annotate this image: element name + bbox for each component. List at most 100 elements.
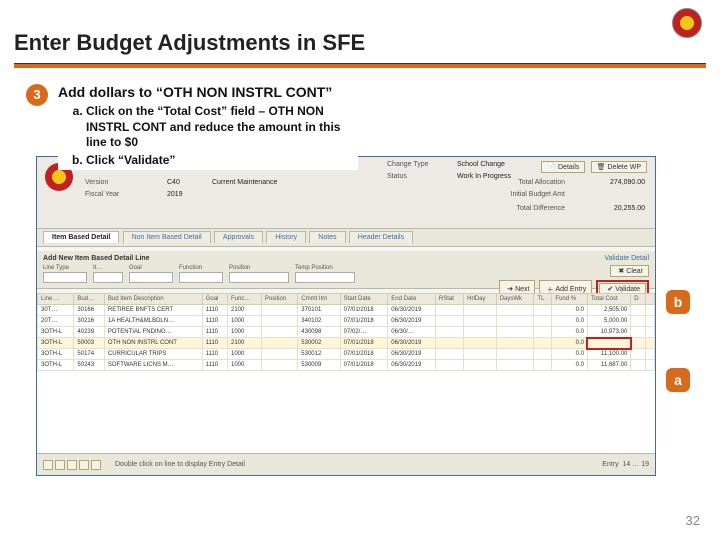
table-cell[interactable] (496, 327, 534, 338)
footer-tool-icon[interactable] (67, 460, 77, 470)
table-cell[interactable]: OTH NON INSTRL CONT (104, 338, 202, 349)
col-flag[interactable] (645, 294, 654, 305)
position-input[interactable] (229, 272, 289, 283)
table-cell[interactable] (464, 327, 497, 338)
table-cell[interactable] (645, 305, 654, 316)
col-tl[interactable]: TL (534, 294, 552, 305)
table-cell[interactable] (435, 327, 463, 338)
table-cell[interactable]: 50243 (74, 360, 104, 371)
table-cell[interactable] (464, 338, 497, 349)
table-cell[interactable] (645, 338, 654, 349)
col-hd[interactable]: HrlDay (464, 294, 497, 305)
table-cell[interactable] (631, 327, 646, 338)
footer-tool-icon[interactable] (91, 460, 101, 470)
line-type-input[interactable] (43, 272, 87, 283)
table-cell[interactable] (435, 338, 463, 349)
table-cell[interactable] (261, 305, 297, 316)
table-cell[interactable]: 1000 (227, 327, 261, 338)
table-cell[interactable]: 07/01/2018 (340, 360, 388, 371)
table-cell[interactable]: 06/30/2019 (388, 360, 436, 371)
table-cell[interactable] (496, 360, 534, 371)
col-end[interactable]: End Date (388, 294, 436, 305)
function-input[interactable] (179, 272, 223, 283)
table-cell[interactable]: 30216 (74, 316, 104, 327)
table-cell[interactable]: 0.0 (552, 349, 588, 360)
table-cell[interactable] (464, 305, 497, 316)
table-cell[interactable]: 07/01/2018 (340, 349, 388, 360)
footer-tool-icon[interactable] (55, 460, 65, 470)
table-cell[interactable]: 1000 (227, 349, 261, 360)
table-cell[interactable] (645, 349, 654, 360)
table-cell[interactable]: 1000 (227, 360, 261, 371)
col-dw[interactable]: DaysWk (496, 294, 534, 305)
table-cell[interactable]: 3OTH-L (38, 327, 74, 338)
table-cell[interactable]: CURRICULAR TRIPS (104, 349, 202, 360)
table-cell[interactable] (534, 305, 552, 316)
table-cell[interactable]: 3OTH-L (38, 338, 74, 349)
tab-approvals[interactable]: Approvals (214, 231, 263, 243)
details-button[interactable]: 📄Details (541, 161, 585, 173)
table-cell[interactable] (645, 327, 654, 338)
table-cell[interactable] (587, 338, 630, 349)
table-cell[interactable] (496, 338, 534, 349)
footer-tool-icon[interactable] (79, 460, 89, 470)
table-cell[interactable]: 07/01/2018 (340, 316, 388, 327)
footer-tool-icon[interactable] (43, 460, 53, 470)
table-cell[interactable]: 50174 (74, 349, 104, 360)
table-row[interactable]: 3OTH-L50003OTH NON INSTRL CONT1110210053… (38, 338, 655, 349)
table-cell[interactable] (261, 349, 297, 360)
goal-input[interactable] (129, 272, 173, 283)
col-rstat[interactable]: RStat (435, 294, 463, 305)
table-cell[interactable]: 2100 (227, 338, 261, 349)
table-cell[interactable] (534, 327, 552, 338)
table-cell[interactable]: 06/30/… (388, 327, 436, 338)
tab-history[interactable]: History (266, 231, 306, 243)
table-cell[interactable] (261, 316, 297, 327)
table-cell[interactable]: 340102 (298, 316, 340, 327)
table-cell[interactable]: 06/30/2019 (388, 349, 436, 360)
table-cell[interactable]: 0.0 (552, 316, 588, 327)
col-cmmt[interactable]: Cmmt Itm (298, 294, 340, 305)
table-cell[interactable]: POTENTIAL FNDING… (104, 327, 202, 338)
table-cell[interactable] (464, 316, 497, 327)
col-func[interactable]: Func… (227, 294, 261, 305)
table-cell[interactable] (631, 349, 646, 360)
table-cell[interactable]: 1110 (202, 360, 227, 371)
temp-position-input[interactable] (295, 272, 355, 283)
table-cell[interactable] (435, 360, 463, 371)
table-row[interactable]: 3OTH-L50243SOFTWARE LICNS M…111010005300… (38, 360, 655, 371)
table-cell[interactable]: 530012 (298, 349, 340, 360)
col-desc[interactable]: Bud Item Description (104, 294, 202, 305)
table-row[interactable]: 3OTH-L40239POTENTIAL FNDING…111010004300… (38, 327, 655, 338)
table-cell[interactable]: 0.0 (552, 338, 588, 349)
table-cell[interactable] (631, 338, 646, 349)
table-cell[interactable]: 40239 (74, 327, 104, 338)
table-cell[interactable]: 06/30/2019 (388, 305, 436, 316)
col-cost[interactable]: Total Cost (587, 294, 630, 305)
table-cell[interactable]: SOFTWARE LICNS M… (104, 360, 202, 371)
table-cell[interactable]: 20T… (38, 316, 74, 327)
table-cell[interactable]: 07/01/2018 (340, 338, 388, 349)
it-input[interactable] (93, 272, 123, 283)
table-cell[interactable] (631, 316, 646, 327)
table-cell[interactable]: 1A HEALTH&MLBDLN… (104, 316, 202, 327)
table-cell[interactable] (435, 316, 463, 327)
table-cell[interactable]: 2100 (227, 305, 261, 316)
col-pos[interactable]: Position (261, 294, 297, 305)
table-cell[interactable]: 50003 (74, 338, 104, 349)
table-cell[interactable]: RETIREE BNFTS CERT (104, 305, 202, 316)
table-cell[interactable]: 1110 (202, 305, 227, 316)
table-cell[interactable] (534, 349, 552, 360)
table-cell[interactable]: 11,687.00 (587, 360, 630, 371)
table-cell[interactable]: 0.0 (552, 327, 588, 338)
table-cell[interactable] (435, 305, 463, 316)
table-cell[interactable]: 2,505.00 (587, 305, 630, 316)
table-cell[interactable]: 11,100.00 (587, 349, 630, 360)
table-cell[interactable]: 3OTH-L (38, 349, 74, 360)
table-cell[interactable]: 1110 (202, 327, 227, 338)
table-cell[interactable]: 06/30/2019 (388, 338, 436, 349)
table-cell[interactable] (435, 349, 463, 360)
delete-wp-button[interactable]: 🗑Delete WP (591, 161, 647, 173)
col-fund[interactable]: Fund % (552, 294, 588, 305)
table-cell[interactable] (464, 360, 497, 371)
